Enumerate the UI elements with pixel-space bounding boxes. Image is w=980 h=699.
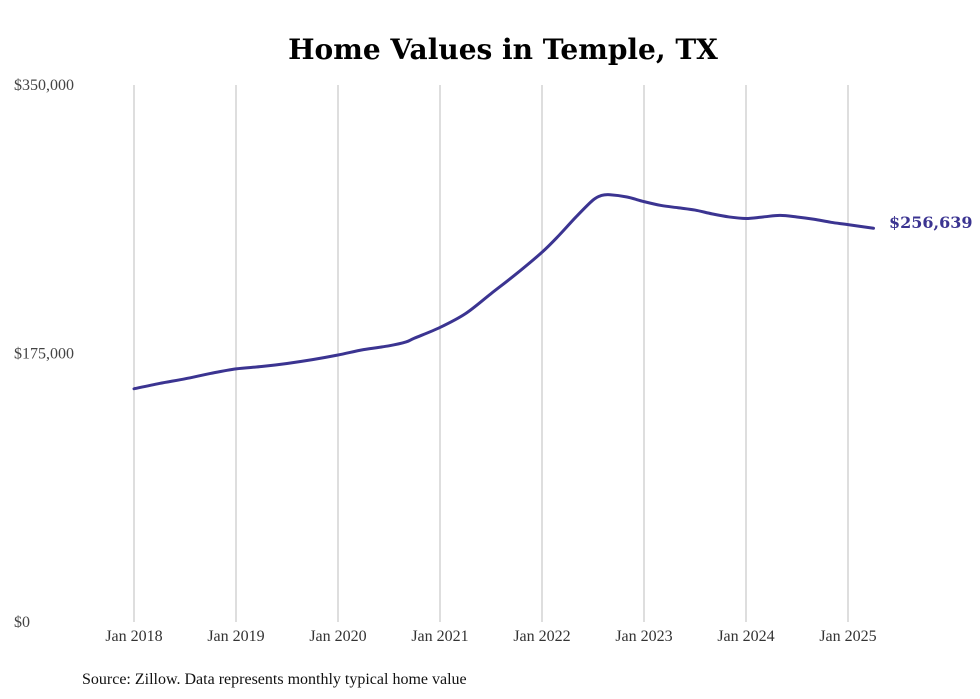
y-axis-tick-labels: $0 $175,000 $350,000 (14, 77, 74, 631)
x-tick-label: Jan 2025 (819, 628, 876, 645)
x-tick-label: Jan 2024 (717, 628, 774, 645)
y-tick-label: $0 (14, 614, 30, 631)
x-tick-label: Jan 2022 (513, 628, 570, 645)
x-tick-label: Jan 2018 (105, 628, 162, 645)
y-tick-label: $175,000 (14, 346, 74, 363)
x-tick-label: Jan 2021 (411, 628, 468, 645)
gridlines (133, 85, 849, 622)
x-tick-label: Jan 2023 (615, 628, 672, 645)
y-tick-label: $350,000 (14, 77, 74, 94)
series-line (132, 193, 875, 391)
source-note: Source: Zillow. Data represents monthly … (82, 671, 467, 688)
end-value-label: $256,639 (889, 213, 973, 232)
x-axis-tick-labels: Jan 2018 Jan 2019 Jan 2020 Jan 2021 Jan 2022… (105, 628, 876, 645)
x-tick-label: Jan 2019 (207, 628, 264, 645)
x-tick-label: Jan 2020 (309, 628, 366, 645)
chart-title: Home Values in Temple, TX (288, 33, 718, 66)
